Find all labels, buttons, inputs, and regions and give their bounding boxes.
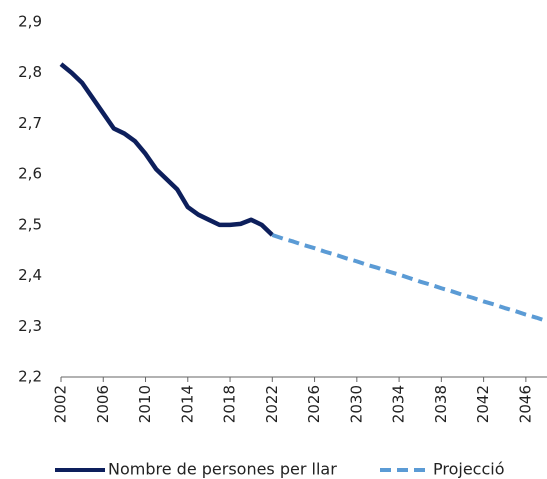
x-tick-label: 2002 (52, 385, 70, 423)
x-tick-label: 2014 (178, 385, 196, 423)
x-tick-label: 2010 (136, 385, 154, 423)
x-tick-label: 2046 (516, 385, 534, 423)
y-tick-label: 2,5 (18, 215, 42, 233)
y-tick-label: 2,2 (18, 368, 42, 386)
x-tick-label: 2034 (390, 385, 408, 423)
x-tick-label: 2018 (221, 385, 239, 423)
y-tick-label: 2,7 (18, 114, 42, 132)
x-tick-label: 2006 (94, 385, 112, 423)
x-tick-label: 2022 (263, 385, 281, 423)
legend-label: Nombre de persones per llar (108, 460, 337, 479)
x-tick-label: 2038 (432, 385, 450, 423)
series-line (59, 62, 274, 237)
x-tick-label: 2026 (305, 385, 323, 423)
x-tick-label: 2042 (474, 385, 492, 423)
y-tick-label: 2,3 (18, 317, 42, 335)
y-tick-label: 2,9 (18, 13, 42, 31)
legend-label: Projecció (433, 460, 505, 479)
x-tick-label: 2030 (347, 385, 365, 423)
series-line (271, 233, 547, 324)
y-tick-label: 2,4 (18, 266, 42, 284)
y-tick-label: 2,6 (18, 165, 42, 183)
y-tick-label: 2,8 (18, 63, 42, 81)
